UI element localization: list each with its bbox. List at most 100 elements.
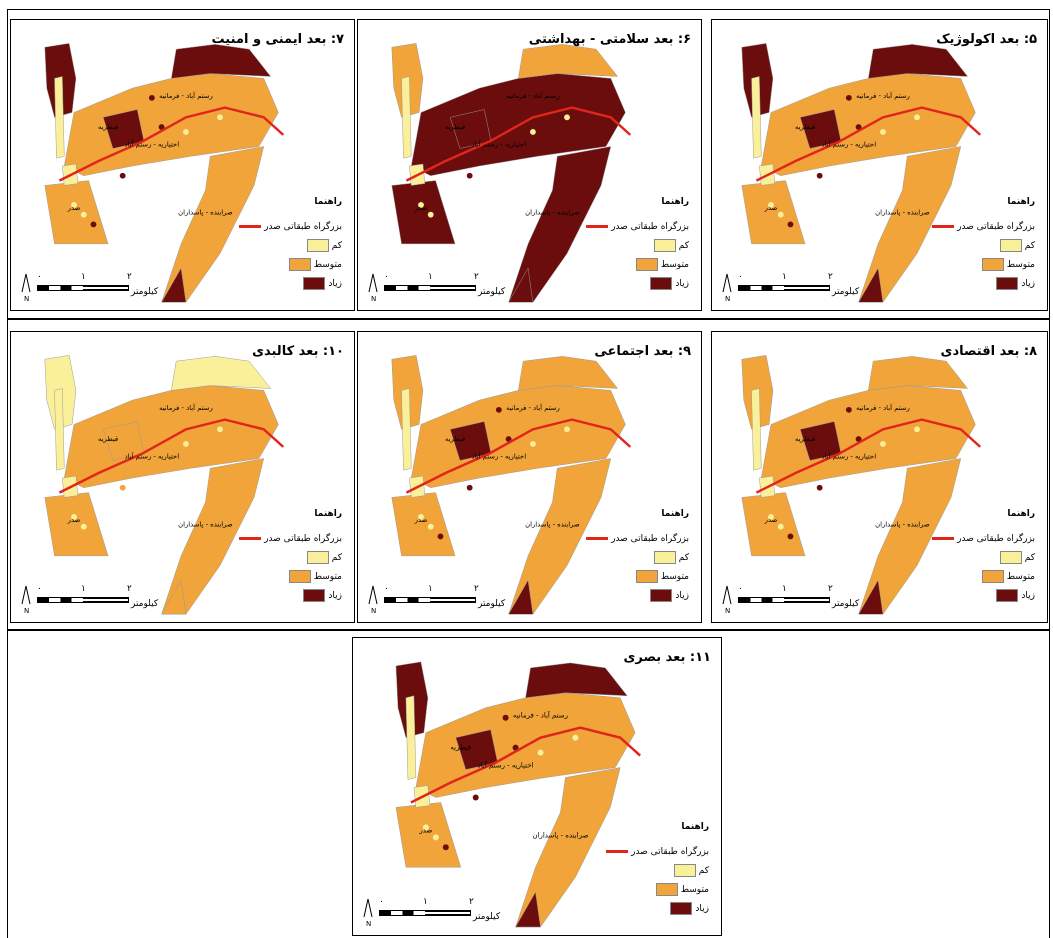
scale-bar-graphic [37,285,129,291]
map-title: ۷: بعد ایمنی و امنیت [211,32,344,47]
hotspot [432,834,439,841]
legend-item-low: کم [212,548,342,567]
map-legend: راهنما بزرگراه طبقاتی صدر کم متوسط زیاد [905,197,1035,293]
hotspot [914,114,920,121]
legend-label-medium: متوسط [680,884,709,895]
legend-title: راهنما [1007,197,1035,207]
legend-label-highway: بزرگراه طبقاتی صدر [611,221,689,232]
hotspot [880,441,886,447]
hotspot [495,94,502,101]
map-label-qeytarieh: قیطریه [98,435,118,443]
map-label-ekhtiarieh_rostam: اختیاریه - رستم آباد [472,140,527,149]
hotspot [217,426,223,433]
map-legend: راهنما بزرگراه طبقاتی صدر کم متوسط زیاد [212,197,342,293]
legend-item-high: زیاد [212,586,342,605]
scale-tick-2: ۲ [828,272,833,282]
north-label: N [371,295,376,302]
district-south-tip [508,579,534,615]
map-legend: راهنما بزرگراه طبقاتی صدر کم متوسط زیاد [212,509,342,605]
map-label-rostam_farmanieh: رستم آباد - فرمانیه [856,403,910,412]
highway-line-swatch [932,532,955,545]
hotspot [466,484,473,491]
map-panel-8: رستم آباد - فرمانیه اختیاریه - رستم آباد ق… [711,331,1048,623]
legend-label-highway: بزرگراه طبقاتی صدر [631,846,709,857]
map-panel-10: رستم آباد - فرمانیه اختیاریه - رستم آباد ق… [10,331,355,623]
north-label: N [371,607,376,614]
medium-swatch [635,570,658,583]
map-label-sadr: صدر [764,204,778,212]
scale-bar: N ۰ ۱ ۲ کیلومتر [19,584,158,622]
map-label-ekhtiarieh_rostam: اختیاریه - رستم آباد [822,140,877,149]
high-swatch [303,589,326,602]
hotspot [183,441,189,447]
legend-item-high: زیاد [579,899,709,918]
scale-bar-graphic [384,285,476,291]
scale-bar: N ۰ ۱ ۲ کیلومتر [720,584,859,622]
map-figure: رستم آباد - فرمانیه اختیاریه - رستم آباد ق… [391,43,632,303]
scale-bar: N ۰ ۱ ۲ کیلومتر [361,897,500,935]
scale-bar: N ۰ ۱ ۲ کیلومتر [720,272,859,310]
north-arrow-icon: N [21,585,31,614]
medium-swatch [288,570,311,583]
district-south-tip [858,267,884,303]
hotspot [855,436,862,442]
map-label-sadr: صدر [418,826,432,834]
hotspot [530,129,536,135]
scale-unit: کیلومتر [478,599,506,609]
scale-tick-1: ۱ [428,272,433,282]
district-southwest [741,492,806,557]
highway-line [58,106,285,182]
legend-item-medium: متوسط [559,255,689,274]
scale-tick-1: ۱ [423,897,428,907]
legend-label-high: زیاد [675,278,689,289]
legend-item-medium: متوسط [559,567,689,586]
hotspot [158,436,165,442]
legend-item-low: کم [559,548,689,567]
scale-bar-graphic [738,285,830,291]
map-title: ۶: بعد سلامتی - بهداشتی [528,32,691,47]
map-panel-5: رستم آباد - فرمانیه اختیاریه - رستم آباد ق… [711,19,1048,311]
north-arrow-icon: N [722,585,732,614]
scale-tick-0: ۰ [37,584,42,594]
hotspot [572,734,579,741]
north-arrow-icon: N [722,273,732,302]
medium-swatch [635,258,658,271]
legend-label-medium: متوسط [660,259,689,270]
hotspot [777,523,784,530]
legend-item-high: زیاد [905,274,1035,293]
district-low-strip [405,695,417,780]
hotspot [816,484,823,491]
north-arrow-icon: N [368,585,378,614]
hotspot [148,94,155,101]
district-south-tip [508,267,534,303]
hotspot [442,844,449,851]
district-northeast [171,44,272,79]
scale-bar: N ۰ ۱ ۲ کیلومتر [366,584,505,622]
highway-line [755,106,982,182]
hotspot [505,124,512,130]
district-low-strip [401,76,412,159]
district-south-tip [161,267,187,303]
legend-title: راهنما [314,509,342,519]
highway-line-swatch [239,532,262,545]
low-swatch [999,239,1022,252]
scale-tick-1: ۱ [81,584,86,594]
hotspot [512,744,519,751]
hotspot [777,211,784,218]
hotspot [418,202,424,208]
highway-line-swatch [239,220,262,233]
hotspot [845,406,852,413]
map-figure: رستم آباد - فرمانیه اختیاریه - رستم آباد ق… [44,43,285,303]
scale-bar: N ۰ ۱ ۲ کیلومتر [366,272,505,310]
low-swatch [306,551,329,564]
map-figure: رستم آباد - فرمانیه اختیاریه - رستم آباد ق… [395,661,641,928]
legend-item-highway: بزرگراه طبقاتی صدر [905,217,1035,236]
medium-swatch [288,258,311,271]
hotspot [119,484,126,491]
map-label-sarabandi: صرابنده - پاسداران [178,521,233,529]
legend-label-high: زیاد [1021,590,1035,601]
high-swatch [670,902,693,915]
district-southwest [391,180,456,245]
scale-unit: کیلومتر [131,599,159,609]
low-swatch [673,864,696,877]
